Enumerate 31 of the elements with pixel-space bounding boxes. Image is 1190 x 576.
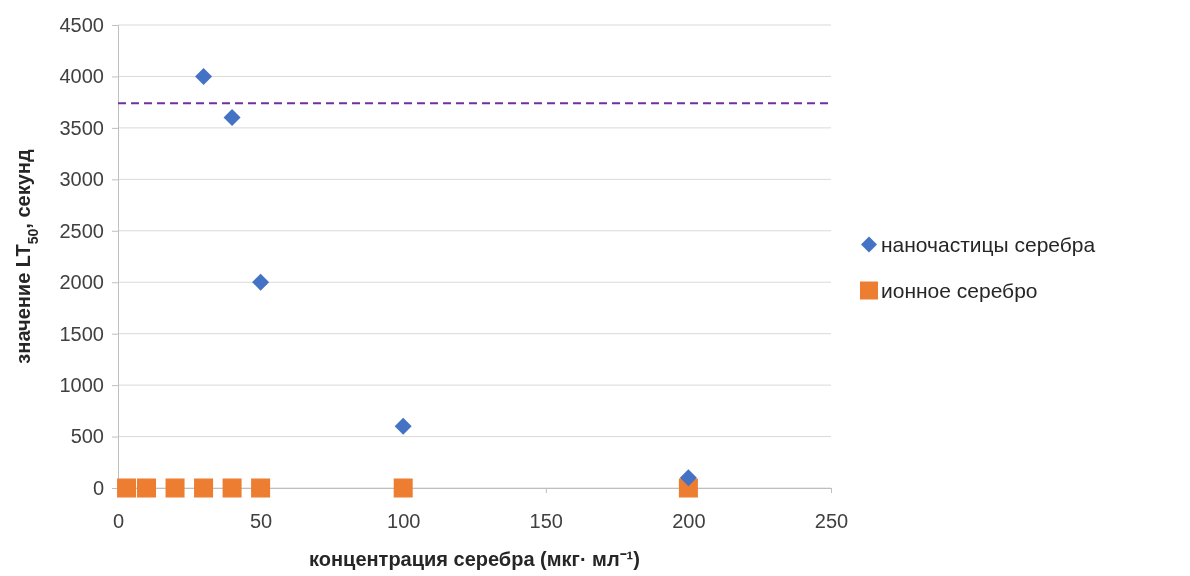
point (194, 478, 214, 498)
x-tick-label: 200 (672, 510, 706, 533)
point (223, 109, 241, 127)
x-tick-label: 150 (529, 510, 563, 533)
y-tick-label: 3000 (59, 168, 104, 191)
y-tick-label: 500 (70, 425, 104, 448)
point (251, 478, 271, 498)
point (137, 478, 157, 498)
point (165, 478, 185, 498)
y-tick-label: 1500 (59, 322, 104, 345)
point (222, 478, 242, 498)
y-tick-label: 3500 (59, 116, 104, 139)
point (393, 478, 413, 498)
y-tick-label: 4500 (59, 13, 104, 36)
point (252, 273, 270, 291)
y-tick-label: 1000 (59, 374, 104, 397)
x-tick-label: 100 (387, 510, 421, 533)
x-tick-label: 250 (814, 510, 849, 533)
x-axis-title: концентрация серебра (мкг· мл⁻¹) (309, 548, 640, 570)
y-tick-label: 2000 (59, 271, 104, 294)
point (394, 417, 412, 435)
legend-label: ионное серебро (881, 278, 1038, 302)
y-tick-label: 2500 (59, 219, 104, 242)
point (679, 469, 697, 487)
point (195, 67, 213, 85)
x-tick-label: 50 (249, 510, 273, 533)
y-tick-label: 0 (92, 476, 104, 499)
point (117, 478, 137, 498)
x-tick-label: 0 (112, 510, 125, 533)
y-tick-label: 4000 (59, 65, 104, 88)
legend-label: наночастицы серебра (881, 232, 1096, 256)
